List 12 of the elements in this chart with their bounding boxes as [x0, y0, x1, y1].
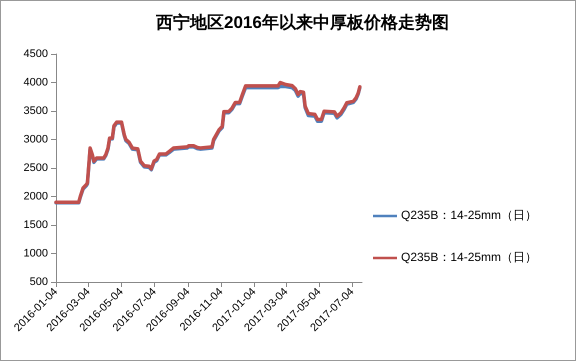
y-tick-label: 3000: [24, 134, 48, 146]
y-tick-label: 1500: [24, 219, 48, 231]
y-tick-label: 500: [30, 276, 48, 288]
legend-label: Q235B：14-25mm（日）: [401, 250, 538, 264]
y-tick-label: 2500: [24, 162, 48, 174]
chart-title: 西宁地区2016年以来中厚板价格走势图: [155, 13, 449, 32]
legend-label: Q235B：14-25mm（日）: [401, 208, 538, 222]
y-tick-label: 4000: [24, 76, 48, 88]
y-tick-label: 1000: [24, 248, 48, 260]
y-tick-label: 4500: [24, 48, 48, 60]
y-tick-label: 2000: [24, 190, 48, 202]
y-tick-label: 3500: [24, 105, 48, 117]
